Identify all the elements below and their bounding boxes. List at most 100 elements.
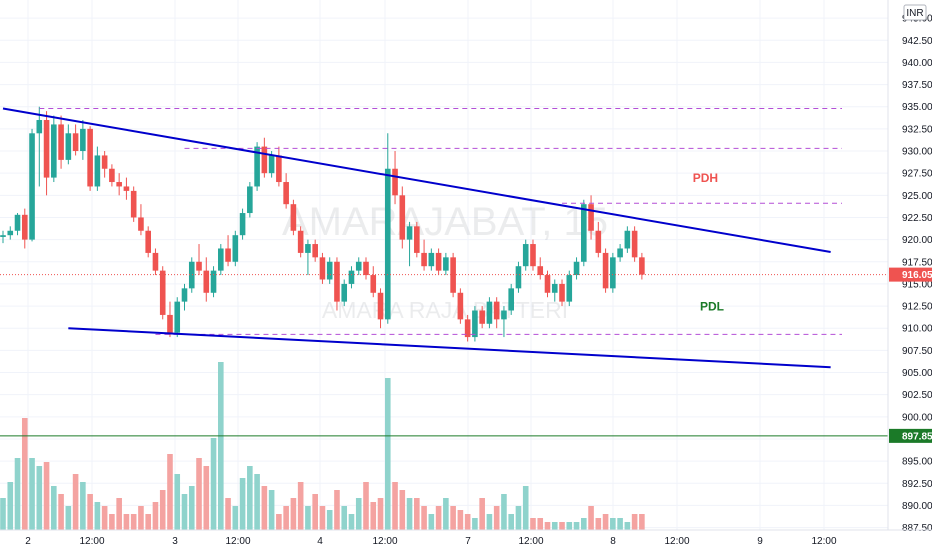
volume-bar	[0, 498, 6, 530]
y-tick-label: 917.50	[902, 257, 932, 268]
volume-bar	[319, 506, 326, 530]
candle	[559, 279, 565, 307]
candle	[14, 213, 21, 236]
candle	[530, 239, 536, 271]
volume-bar	[573, 522, 580, 530]
volume-bar	[65, 506, 72, 530]
candle	[0, 230, 6, 244]
volume-bar	[239, 478, 246, 530]
candle	[414, 221, 420, 258]
volume-bar	[501, 494, 507, 530]
volume-bar	[479, 498, 485, 530]
volume-bar	[421, 506, 427, 530]
candle-body	[283, 182, 289, 205]
candle	[319, 252, 326, 284]
candle-body	[21, 214, 28, 240]
candle	[341, 279, 348, 307]
volume-bar	[559, 522, 565, 530]
volume-bar	[58, 494, 64, 530]
volume-bar	[566, 522, 573, 530]
volume-bar	[247, 466, 253, 530]
y-tick-label: 930.00	[902, 147, 932, 158]
candle-body	[43, 120, 50, 178]
volume-bar	[232, 506, 239, 530]
candle	[130, 186, 137, 222]
trendline	[68, 327, 831, 369]
volume-bar	[602, 514, 609, 530]
candle-body	[152, 252, 159, 271]
x-tick-label: 4	[317, 536, 323, 547]
x-tick-label: 7	[465, 536, 471, 547]
y-tick-label: 925.00	[902, 191, 932, 202]
candle	[80, 120, 86, 160]
x-tick-label: 3	[172, 536, 178, 547]
candle	[36, 106, 43, 187]
volume-bar	[515, 506, 522, 530]
y-tick-label: 900.00	[902, 412, 932, 423]
volume-bar	[21, 418, 28, 530]
candle-body	[581, 204, 587, 262]
candle	[167, 301, 173, 338]
volume-bar	[384, 378, 391, 530]
candle	[145, 226, 151, 258]
volume-bar	[14, 458, 21, 530]
volume-bar	[7, 482, 14, 530]
watermark-name: AMARA RAJA BATTERI	[322, 297, 568, 323]
x-tick-label: 2	[25, 536, 31, 547]
volume-bar	[341, 506, 348, 530]
volume-bar	[297, 482, 304, 530]
candle	[254, 142, 260, 191]
volume-bar	[326, 510, 333, 530]
volume-bar	[305, 506, 311, 530]
candle-body	[225, 248, 231, 262]
candle	[290, 199, 297, 236]
candle	[334, 257, 340, 311]
candle	[174, 297, 181, 338]
volume-bar	[145, 514, 151, 530]
candle	[595, 221, 602, 258]
candle	[493, 297, 500, 329]
volume-bar	[210, 438, 217, 530]
candle-body	[290, 204, 297, 231]
candle-body	[319, 257, 326, 280]
candle	[21, 208, 28, 249]
y-tick-label: 932.50	[902, 124, 932, 135]
volume-bar	[283, 506, 289, 530]
candle-body	[639, 257, 645, 275]
volume-bar	[36, 466, 43, 530]
green-level-box	[889, 428, 932, 443]
watermark: AMARAJABAT, 15 AMARA RAJA BATTERI	[282, 200, 608, 323]
x-tick-label: 12:00	[372, 536, 397, 547]
candle-body	[145, 230, 151, 253]
volume-bar	[188, 486, 195, 530]
x-tick-label: 8	[610, 536, 616, 547]
candle	[399, 186, 406, 249]
green-level-badge: 897.85	[889, 428, 932, 443]
candle-body	[631, 230, 638, 258]
candle	[501, 306, 507, 338]
candle-body	[544, 275, 551, 293]
volume-bar	[29, 458, 35, 530]
candle-body	[551, 283, 558, 293]
candle-body	[334, 261, 340, 302]
candle	[348, 266, 355, 289]
candle-body	[384, 168, 391, 320]
candle-body	[341, 283, 348, 302]
candle	[406, 221, 413, 267]
candle-body	[355, 261, 362, 271]
candle-body	[406, 226, 413, 240]
volume-bar	[450, 506, 456, 530]
y-tick-label: 940.00	[902, 58, 932, 69]
time-axis: 2 12:00 3 12:00 4 12:00 7 12:00 8 12:00 9 12:00	[25, 536, 837, 547]
candle	[65, 124, 72, 165]
candle	[384, 133, 391, 324]
candle-body	[573, 261, 580, 276]
candle	[152, 248, 159, 276]
candle	[305, 239, 311, 276]
volume-bar	[312, 494, 318, 530]
candle-body	[508, 288, 514, 311]
volume-bar	[414, 498, 420, 530]
candle	[566, 270, 573, 307]
annotation-pdh: PDH	[693, 171, 718, 185]
